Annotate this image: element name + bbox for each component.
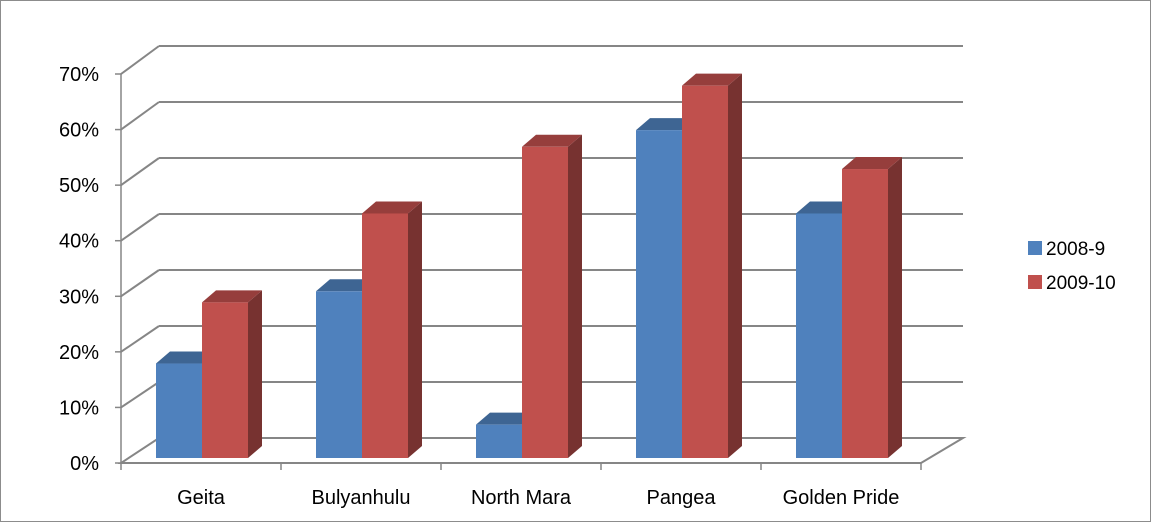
bar-side — [248, 290, 262, 458]
bar-front — [362, 213, 408, 458]
x-tick-label: North Mara — [471, 487, 572, 509]
x-tick-label: Geita — [177, 487, 226, 509]
x-tick-label: Pangea — [647, 487, 717, 509]
bar-top — [842, 157, 902, 170]
bar-front — [842, 169, 888, 458]
y-tick-label: 70% — [59, 64, 99, 86]
gridline-side — [120, 325, 160, 353]
bar-2009-10-Pangea — [682, 73, 742, 459]
legend-swatch — [1028, 241, 1042, 255]
bar-front — [796, 213, 842, 458]
legend-label: 2008-9 — [1046, 239, 1105, 260]
x-tick-label: Golden Pride — [783, 487, 900, 509]
bar-top — [796, 201, 856, 214]
bar-side — [568, 134, 582, 459]
y-tick-label: 40% — [59, 231, 99, 253]
bar-2009-10-Bulyanhulu — [362, 201, 422, 458]
legend-label: 2009-10 — [1046, 273, 1116, 294]
legend-swatch — [1028, 275, 1042, 289]
bar-front — [476, 424, 522, 458]
gridline-side — [120, 101, 160, 131]
x-tick-label: Bulyanhulu — [312, 487, 411, 509]
bar-front — [316, 291, 362, 458]
bar-top — [522, 134, 582, 147]
y-tick-label: 10% — [59, 397, 99, 419]
bar-top — [476, 412, 536, 425]
axes — [115, 73, 967, 470]
gridline-side — [120, 45, 160, 75]
gridline-side — [120, 269, 160, 298]
bar-front — [682, 85, 728, 459]
chart-floor — [117, 437, 967, 464]
bar-side — [888, 157, 902, 458]
bar-side — [728, 73, 742, 459]
bar-front — [202, 302, 248, 458]
bar-front — [636, 130, 682, 458]
bar-top — [362, 201, 422, 214]
y-tick-label: 0% — [70, 453, 99, 475]
gridline-side — [120, 381, 160, 409]
bar-2009-10-Golden Pride — [842, 157, 902, 458]
bars — [156, 73, 902, 459]
bar-top — [636, 118, 696, 131]
x-axis-tick-labels: Geita Bulyanhulu North Mara Pangea Golden Pr… — [177, 487, 899, 509]
y-axis-tick-labels: 0% 10% 20% 30% 40% 50% 60% 70% — [59, 64, 99, 475]
bar-top — [202, 290, 262, 303]
bar-2009-10-Geita — [202, 290, 262, 458]
bar-top — [316, 279, 376, 292]
bar-side — [408, 201, 422, 458]
y-tick-label: 30% — [59, 286, 99, 308]
bar-2009-10-North Mara — [522, 134, 582, 459]
gridline-side — [120, 213, 160, 242]
bar-front — [522, 146, 568, 459]
gridline-side — [120, 157, 160, 186]
bar-top — [156, 351, 216, 364]
legend: 2008-9 2009-10 — [1028, 239, 1116, 294]
bar-front — [156, 363, 202, 458]
bar-top — [682, 73, 742, 86]
y-tick-label: 50% — [59, 175, 99, 197]
y-tick-label: 60% — [59, 120, 99, 142]
y-tick-label: 20% — [59, 342, 99, 364]
